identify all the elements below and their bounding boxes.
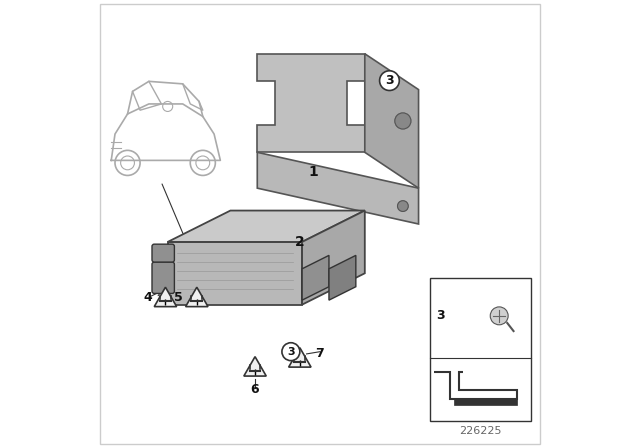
Text: 4: 4: [143, 291, 152, 305]
Polygon shape: [365, 54, 419, 188]
FancyBboxPatch shape: [152, 244, 174, 262]
Text: 1: 1: [308, 165, 318, 180]
Text: 226225: 226225: [459, 426, 501, 436]
Polygon shape: [454, 399, 517, 405]
Polygon shape: [168, 211, 365, 242]
Polygon shape: [329, 255, 356, 300]
Circle shape: [397, 201, 408, 211]
Polygon shape: [302, 255, 329, 300]
Polygon shape: [302, 211, 365, 305]
Circle shape: [380, 71, 399, 90]
Text: 3: 3: [287, 347, 294, 357]
Polygon shape: [168, 242, 302, 305]
Text: 6: 6: [251, 383, 259, 396]
Circle shape: [282, 343, 300, 361]
Circle shape: [490, 307, 508, 325]
Polygon shape: [257, 152, 419, 224]
Circle shape: [395, 113, 411, 129]
Polygon shape: [289, 348, 311, 367]
Text: 2: 2: [295, 235, 305, 249]
Text: 7: 7: [316, 347, 324, 361]
Text: 3: 3: [436, 309, 445, 323]
Polygon shape: [186, 287, 208, 306]
Text: 5: 5: [173, 291, 182, 305]
Polygon shape: [244, 357, 266, 376]
FancyBboxPatch shape: [152, 262, 174, 293]
FancyBboxPatch shape: [430, 278, 531, 421]
Polygon shape: [257, 54, 365, 152]
FancyBboxPatch shape: [100, 4, 540, 444]
Polygon shape: [154, 287, 177, 306]
Text: 3: 3: [385, 74, 394, 87]
